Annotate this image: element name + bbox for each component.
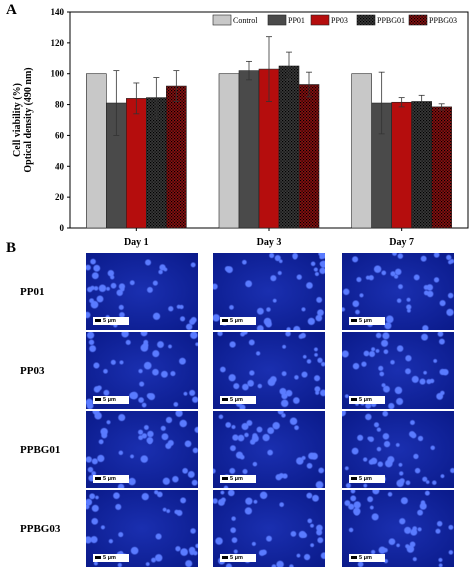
bar-control — [86, 73, 107, 229]
row-label: PP01 — [20, 286, 45, 298]
scale-bar-label: 5 μm — [359, 397, 372, 403]
fluorescence-image: 5 μm — [86, 332, 198, 409]
y-tick-label: 60 — [55, 130, 65, 140]
legend-swatch — [356, 14, 376, 26]
fluorescence-image: 5 μm — [213, 490, 325, 567]
bar-ppbg03 — [431, 106, 452, 229]
scale-bar: 5 μm — [349, 554, 385, 562]
y-axis-label: Cell viability (%) — [12, 83, 23, 157]
scale-bar: 5 μm — [220, 396, 256, 404]
fluorescence-image: 5 μm — [342, 253, 454, 330]
row-label: PPBG03 — [20, 523, 61, 535]
scale-bar-label: 5 μm — [103, 318, 116, 324]
fluorescence-image: 5 μm — [213, 332, 325, 409]
scale-bar: 5 μm — [220, 317, 256, 325]
scale-bar-line — [95, 556, 101, 560]
fluorescence-image: 5 μm — [342, 332, 454, 409]
scale-bar-line — [351, 319, 357, 323]
scale-bar-label: 5 μm — [230, 476, 243, 482]
scale-bar-line — [95, 319, 101, 323]
scale-bar-line — [351, 477, 357, 481]
scale-bar-label: 5 μm — [230, 555, 243, 561]
scale-bar-line — [351, 556, 357, 560]
fluorescence-image: 5 μm — [86, 411, 198, 488]
fluorescence-image: 5 μm — [213, 253, 325, 330]
fluorescence-image: 5 μm — [342, 490, 454, 567]
bar-control — [218, 73, 240, 229]
bar-chart: 0 20 40 60 80 100 120 140 Cell viability (%) Opti… — [12, 7, 469, 248]
y-tick-label: 0 — [60, 223, 65, 233]
scale-bar-line — [222, 398, 228, 402]
scale-bar-label: 5 μm — [359, 476, 372, 482]
scale-bar-line — [95, 477, 101, 481]
scale-bar-line — [222, 319, 228, 323]
scale-bar-line — [351, 398, 357, 402]
scale-bar-label: 5 μm — [359, 555, 372, 561]
legend-label: PPBG01 — [377, 16, 405, 25]
legend-label: PP03 — [331, 16, 348, 25]
x-tick-label: Day 3 — [257, 237, 282, 248]
bar-control — [351, 73, 372, 229]
bar-ppbg03 — [166, 85, 187, 229]
bar-ppbg01 — [411, 101, 432, 229]
row-label: PPBG01 — [20, 444, 61, 456]
legend-swatch — [267, 14, 287, 26]
scale-bar: 5 μm — [93, 396, 129, 404]
y-tick-label: 80 — [55, 100, 65, 110]
legend-label: PP01 — [288, 16, 305, 25]
scale-bar-line — [222, 556, 228, 560]
bar-pp03 — [391, 101, 412, 229]
y-tick-label: 120 — [51, 38, 65, 48]
scale-bar: 5 μm — [220, 554, 256, 562]
y-tick-label: 140 — [51, 7, 65, 17]
scale-bar: 5 μm — [220, 475, 256, 483]
fluorescence-image: 5 μm — [86, 253, 198, 330]
scale-bar: 5 μm — [349, 396, 385, 404]
y-tick-label: 20 — [55, 192, 65, 202]
legend-label: PPBG03 — [429, 16, 457, 25]
scale-bar-label: 5 μm — [230, 318, 243, 324]
panel-label-a: A — [6, 2, 17, 18]
legend-swatch — [310, 14, 330, 26]
panel-label-b: B — [6, 240, 17, 256]
scale-bar-label: 5 μm — [230, 397, 243, 403]
scale-bar-label: 5 μm — [103, 555, 116, 561]
legend-swatch — [212, 14, 232, 26]
bar-pp01 — [238, 70, 260, 229]
scale-bar: 5 μm — [93, 475, 129, 483]
scale-bar-label: 5 μm — [103, 476, 116, 482]
scale-bar: 5 μm — [93, 317, 129, 325]
y-tick-label: 100 — [51, 69, 65, 79]
fluorescence-image: 5 μm — [213, 411, 325, 488]
bar-pp03 — [126, 98, 147, 229]
y-tick-label: 40 — [55, 161, 65, 171]
row-label: PP03 — [20, 365, 45, 377]
y-axis-label: Optical density (490 nm) — [23, 67, 34, 172]
scale-bar: 5 μm — [93, 554, 129, 562]
scale-bar-line — [95, 398, 101, 402]
x-tick-label: Day 1 — [124, 237, 149, 248]
fluorescence-image: 5 μm — [342, 411, 454, 488]
scale-bar-label: 5 μm — [359, 318, 372, 324]
scale-bar-line — [222, 477, 228, 481]
x-tick-label: Day 7 — [389, 237, 414, 248]
fluorescence-image: 5 μm — [86, 490, 198, 567]
bar-ppbg03 — [298, 84, 320, 229]
bar-ppbg01 — [278, 65, 300, 229]
scale-bar-label: 5 μm — [103, 397, 116, 403]
legend-swatch — [408, 14, 428, 26]
legend-label: Control — [233, 16, 258, 25]
scale-bar: 5 μm — [349, 317, 385, 325]
scale-bar: 5 μm — [349, 475, 385, 483]
